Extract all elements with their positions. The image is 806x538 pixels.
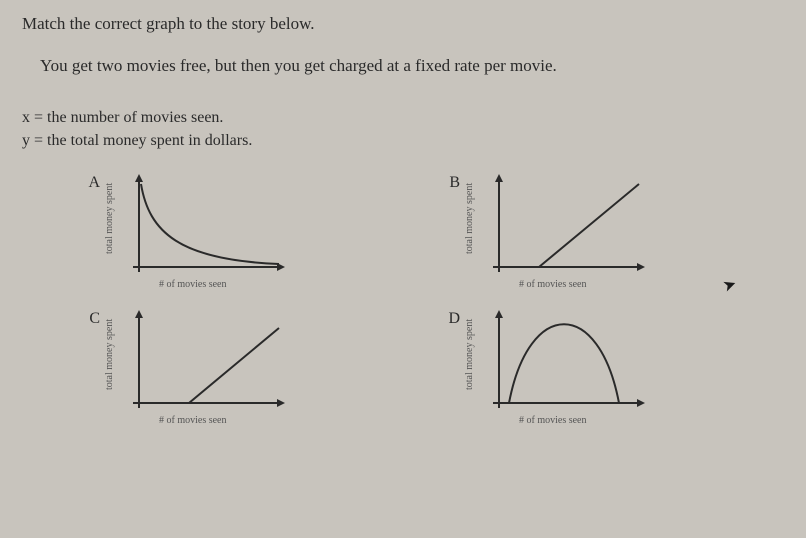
xlabel-a: # of movies seen — [159, 279, 289, 290]
panel-a: A total money spent # of movies seen — [82, 172, 402, 290]
graph-a — [119, 172, 289, 277]
xlabel-b: # of movies seen — [519, 279, 649, 290]
ylabel-c: total money spent — [104, 308, 115, 408]
graph-d — [479, 308, 649, 413]
xlabel-d: # of movies seen — [519, 415, 649, 426]
curve-d — [509, 325, 619, 404]
curve-b — [501, 184, 639, 267]
ylabel-b: total money spent — [464, 172, 475, 272]
label-a: A — [82, 174, 100, 192]
ylabel-a: total money spent — [104, 172, 115, 272]
label-c: C — [82, 310, 100, 328]
question-text: Match the correct graph to the story bel… — [22, 14, 784, 34]
story-text: You get two movies free, but then you ge… — [40, 56, 784, 76]
panel-c: C total money spent # of movies seen — [82, 308, 402, 426]
def-x: x = the number of movies seen. — [22, 106, 784, 129]
xlabel-c: # of movies seen — [159, 415, 289, 426]
graphs-grid: A total money spent # of movies seen B t… — [82, 172, 762, 426]
panel-d: D total money spent # of movies seen — [442, 308, 762, 426]
curve-a — [141, 184, 279, 264]
label-d: D — [442, 310, 460, 328]
variable-definitions: x = the number of movies seen. y = the t… — [22, 106, 784, 152]
label-b: B — [442, 174, 460, 192]
curve-c — [141, 328, 279, 403]
graph-c — [119, 308, 289, 413]
def-y: y = the total money spent in dollars. — [22, 129, 784, 152]
ylabel-d: total money spent — [464, 308, 475, 408]
panel-b: B total money spent # of movies seen — [442, 172, 762, 290]
graph-b — [479, 172, 649, 277]
